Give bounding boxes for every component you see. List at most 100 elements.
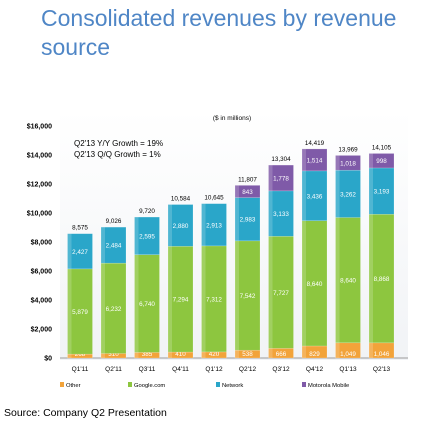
bar-segment bbox=[368, 213, 395, 344]
data-label: 843 bbox=[242, 189, 253, 196]
bar-segment bbox=[134, 254, 160, 353]
bar-segment-highlight bbox=[235, 197, 239, 241]
y-tick-label: $6,000 bbox=[31, 269, 53, 276]
bar-segment bbox=[134, 216, 160, 255]
bar-segment-highlight bbox=[268, 236, 273, 349]
total-label: 9,720 bbox=[139, 208, 155, 215]
data-label: 2,484 bbox=[106, 243, 122, 250]
bar-segment-highlight bbox=[302, 170, 306, 221]
bar-segment-highlight bbox=[101, 353, 105, 358]
bar-segment bbox=[234, 185, 261, 198]
y-tick-label: $10,000 bbox=[27, 211, 52, 218]
bar-segment bbox=[335, 169, 361, 218]
bar-segment bbox=[67, 233, 93, 270]
x-tick-label: Q1'12 bbox=[205, 366, 223, 373]
x-tick-label: Q4'12 bbox=[306, 366, 324, 373]
total-label: 14,105 bbox=[372, 144, 392, 151]
bar-segment-highlight bbox=[335, 217, 340, 343]
bar-segment bbox=[368, 167, 395, 215]
x-tick-label: Q2'13 bbox=[373, 366, 391, 373]
bar-segment bbox=[100, 226, 127, 264]
data-label: 1,046 bbox=[374, 351, 390, 358]
bar-segment-highlight bbox=[268, 190, 273, 237]
total-label: 8,575 bbox=[72, 225, 88, 232]
data-label: 2,595 bbox=[139, 233, 155, 240]
bar-segment bbox=[100, 262, 127, 354]
y-tick-label: $2,000 bbox=[31, 327, 53, 334]
bar-segment-highlight bbox=[369, 214, 373, 343]
data-label: 7,542 bbox=[240, 293, 256, 300]
bar-segment-highlight bbox=[369, 167, 373, 215]
bar-segment-highlight bbox=[268, 165, 273, 191]
bar-segment-highlight bbox=[235, 240, 239, 351]
bar-segment bbox=[335, 155, 361, 171]
bar-segment bbox=[234, 197, 261, 242]
data-label: 8,640 bbox=[340, 278, 356, 285]
bar-segment-highlight bbox=[134, 352, 139, 358]
data-label: 8,640 bbox=[307, 281, 323, 288]
bar-segment-highlight bbox=[369, 153, 373, 168]
total-label: 10,645 bbox=[204, 195, 224, 202]
data-label: 3,193 bbox=[374, 189, 390, 196]
data-label: 1,018 bbox=[340, 160, 356, 167]
bar-segment bbox=[268, 190, 294, 237]
data-label: 2,427 bbox=[72, 249, 88, 256]
total-label: 13,304 bbox=[271, 156, 291, 163]
x-tick-label: Q2'11 bbox=[105, 366, 122, 373]
bar-segment bbox=[268, 236, 294, 349]
bar-segment-highlight bbox=[101, 227, 105, 264]
data-label: 7,294 bbox=[173, 297, 189, 304]
y-tick-label: $0 bbox=[44, 356, 52, 363]
total-label: 13,969 bbox=[338, 146, 358, 153]
bar-segment bbox=[234, 240, 261, 351]
bar-segment-highlight bbox=[201, 351, 206, 358]
bar-segment-highlight bbox=[235, 350, 239, 358]
data-label: 1,049 bbox=[340, 351, 356, 358]
data-label: 666 bbox=[276, 351, 287, 358]
bar-segment-highlight bbox=[302, 220, 306, 346]
bar-segment-highlight bbox=[67, 354, 72, 358]
bar-segment-highlight bbox=[369, 342, 373, 358]
bar-segment-highlight bbox=[67, 233, 72, 269]
legend-label: Google.com bbox=[134, 383, 165, 389]
data-label: 310 bbox=[108, 351, 119, 358]
growth-note-yy: Q2'13 Y/Y Growth = 19% bbox=[74, 139, 163, 148]
bar-segment-highlight bbox=[168, 246, 172, 353]
legend-label: Other bbox=[66, 383, 81, 389]
bar-segment-highlight bbox=[335, 170, 340, 218]
legend-swatch bbox=[216, 382, 220, 387]
x-tick-label: Q3'12 bbox=[272, 366, 290, 373]
y-tick-label: $8,000 bbox=[31, 240, 53, 247]
bar-segment bbox=[67, 268, 93, 355]
data-label: 998 bbox=[376, 158, 387, 165]
bar-segment bbox=[167, 246, 194, 353]
x-tick-label: Q3'11 bbox=[139, 366, 156, 373]
bar-segment-highlight bbox=[335, 155, 340, 171]
bar-segment bbox=[268, 164, 294, 192]
total-label: 10,584 bbox=[171, 196, 191, 203]
bar-segment-highlight bbox=[134, 254, 139, 353]
growth-note-qq: Q2'13 Q/Q Growth = 1% bbox=[74, 150, 161, 159]
chart-title: Consolidated revenues by revenue source bbox=[41, 5, 397, 60]
bar-segment bbox=[335, 217, 361, 344]
data-label: 6,232 bbox=[106, 306, 122, 313]
data-label: 2,880 bbox=[173, 223, 189, 230]
data-label: 7,312 bbox=[206, 296, 222, 303]
x-tick-label: Q1'13 bbox=[339, 366, 357, 373]
y-tick-label: $16,000 bbox=[27, 124, 52, 131]
data-label: 538 bbox=[242, 351, 253, 358]
bar-segment-highlight bbox=[168, 204, 172, 247]
bar-segment bbox=[167, 204, 194, 247]
data-label: 3,262 bbox=[340, 191, 356, 198]
y-tick-label: $14,000 bbox=[27, 153, 52, 160]
bar-segment-highlight bbox=[302, 148, 306, 171]
bar-segment-highlight bbox=[335, 342, 340, 358]
bar-segment-highlight bbox=[201, 203, 206, 246]
bar-segment bbox=[301, 220, 328, 347]
total-label: 11,807 bbox=[238, 176, 257, 183]
data-label: 2,913 bbox=[206, 222, 222, 229]
data-label: 7,727 bbox=[273, 290, 289, 297]
bar-segment bbox=[301, 170, 328, 221]
data-label: 1,778 bbox=[273, 175, 289, 182]
